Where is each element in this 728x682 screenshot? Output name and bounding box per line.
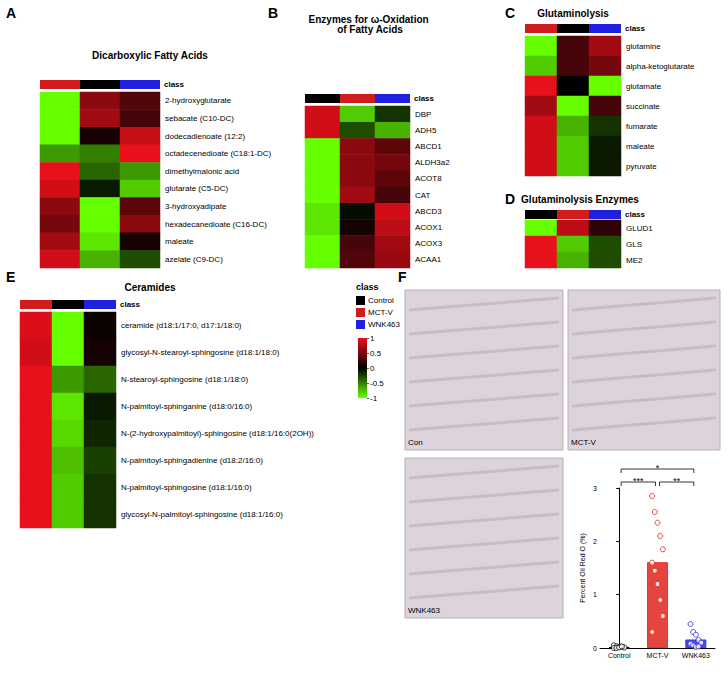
svg-text:N-stearoyl-sphingosine (d18:1/: N-stearoyl-sphingosine (d18:1/18:0) [121, 375, 249, 384]
svg-text:maleate: maleate [626, 142, 655, 151]
svg-text:1: 1 [370, 334, 375, 343]
svg-text:hexadecanedioate (C16-DC): hexadecanedioate (C16-DC) [165, 220, 267, 229]
svg-text:MCT-V: MCT-V [571, 438, 597, 447]
svg-text:class: class [164, 80, 185, 89]
svg-text:Enzymes for ω-Oxidation: Enzymes for ω-Oxidation [308, 13, 432, 25]
svg-text:ACOX3: ACOX3 [415, 239, 443, 248]
svg-text:WNK463: WNK463 [368, 320, 401, 329]
svg-text:azelate (C9-DC): azelate (C9-DC) [165, 255, 223, 264]
svg-text:glutamine: glutamine [626, 42, 661, 51]
svg-text:MCT-V: MCT-V [647, 652, 669, 659]
svg-text:*: * [656, 463, 660, 473]
svg-text:0: 0 [370, 364, 375, 373]
svg-text:class: class [356, 282, 379, 292]
svg-text:Glutaminolysis Enzymes: Glutaminolysis Enzymes [521, 194, 639, 205]
svg-text:2-hydroxyglutarate: 2-hydroxyglutarate [165, 96, 232, 105]
svg-text:N-(2-hydroxypalmitoyl)-sphingo: N-(2-hydroxypalmitoyl)-sphingosine (d18:… [121, 429, 314, 438]
svg-text:Control: Control [368, 296, 394, 305]
svg-text:succinate: succinate [626, 102, 660, 111]
svg-text:Control: Control [608, 652, 631, 659]
svg-text:0: 0 [593, 645, 597, 652]
svg-text:3: 3 [593, 485, 597, 492]
svg-text:3-hydroxyadipate: 3-hydroxyadipate [165, 202, 227, 211]
svg-text:N-palmitoyl-sphingosine (d18:1: N-palmitoyl-sphingosine (d18:1/16:0) [121, 483, 252, 492]
svg-text:ceramide (d18:1/17:0, d17:1/18: ceramide (d18:1/17:0, d17:1/18:0) [121, 321, 242, 330]
svg-text:glutamate: glutamate [626, 82, 662, 91]
svg-text:D: D [505, 191, 515, 207]
svg-text:B: B [268, 5, 278, 21]
svg-text:1: 1 [593, 591, 597, 598]
svg-text:sebacate (C10-DC): sebacate (C10-DC) [165, 114, 234, 123]
svg-text:glycosyl-N-palmitoyl-sphingosi: glycosyl-N-palmitoyl-sphingosine (d18:1/… [121, 510, 283, 519]
svg-text:GLS: GLS [626, 240, 642, 249]
svg-text:-0.5: -0.5 [370, 379, 384, 388]
svg-text:Percent Oil Red O (%): Percent Oil Red O (%) [579, 533, 587, 603]
svg-text:class: class [120, 300, 141, 309]
svg-text:WNK463: WNK463 [682, 652, 710, 659]
svg-text:glutarate (C5-DC): glutarate (C5-DC) [165, 184, 228, 193]
svg-text:maleate: maleate [165, 237, 194, 246]
svg-text:glycosyl-N-stearoyl-sphingosin: glycosyl-N-stearoyl-sphingosine (d18:1/1… [121, 348, 280, 357]
svg-text:**: ** [673, 476, 681, 486]
svg-text:***: *** [633, 476, 644, 486]
svg-text:0.5: 0.5 [370, 349, 382, 358]
svg-text:fumarate: fumarate [626, 122, 658, 131]
svg-text:Ceramides: Ceramides [124, 282, 176, 293]
svg-text:pyruvate: pyruvate [626, 162, 657, 171]
svg-text:ACOX1: ACOX1 [415, 223, 443, 232]
svg-text:dodecadienoate (12:2): dodecadienoate (12:2) [165, 132, 245, 141]
svg-text:ABCD1: ABCD1 [415, 142, 442, 151]
svg-text:DBP: DBP [415, 110, 431, 119]
svg-text:Con: Con [408, 438, 423, 447]
svg-text:class: class [625, 24, 646, 33]
svg-text:dimethylmalonic acid: dimethylmalonic acid [165, 167, 239, 176]
svg-text:CAT: CAT [415, 191, 431, 200]
svg-text:of Fatty Acids: of Fatty Acids [337, 24, 403, 35]
svg-text:ME2: ME2 [626, 256, 643, 265]
svg-text:class: class [414, 94, 435, 103]
svg-text:GLUD1: GLUD1 [626, 224, 653, 233]
svg-text:N-palmitoyl-sphingadienine (d1: N-palmitoyl-sphingadienine (d18:2/16:0) [121, 456, 263, 465]
svg-text:A: A [6, 5, 16, 21]
svg-text:ACOT8: ACOT8 [415, 174, 442, 183]
svg-text:octadecenedioate (C18:1-DC): octadecenedioate (C18:1-DC) [165, 149, 272, 158]
svg-text:ALDH3a2: ALDH3a2 [415, 158, 450, 167]
svg-text:ABCD3: ABCD3 [415, 207, 442, 216]
svg-text:E: E [6, 269, 15, 285]
svg-text:Glutaminolysis: Glutaminolysis [537, 8, 609, 19]
svg-text:ADH5: ADH5 [415, 126, 437, 135]
svg-text:N-palmitoyl-sphinganine (d18:0: N-palmitoyl-sphinganine (d18:0/16:0) [121, 402, 253, 411]
svg-text:MCT-V: MCT-V [368, 308, 394, 317]
svg-text:ACAA1: ACAA1 [415, 255, 442, 264]
svg-text:-1: -1 [370, 394, 378, 403]
svg-text:C: C [505, 5, 515, 21]
svg-text:WNK463: WNK463 [408, 606, 441, 615]
svg-text:2: 2 [593, 538, 597, 545]
svg-text:Dicarboxylic Fatty Acids: Dicarboxylic Fatty Acids [92, 50, 208, 61]
svg-text:F: F [398, 269, 407, 285]
svg-text:class: class [625, 210, 646, 219]
svg-text:alpha-ketoglutarate: alpha-ketoglutarate [626, 62, 695, 71]
